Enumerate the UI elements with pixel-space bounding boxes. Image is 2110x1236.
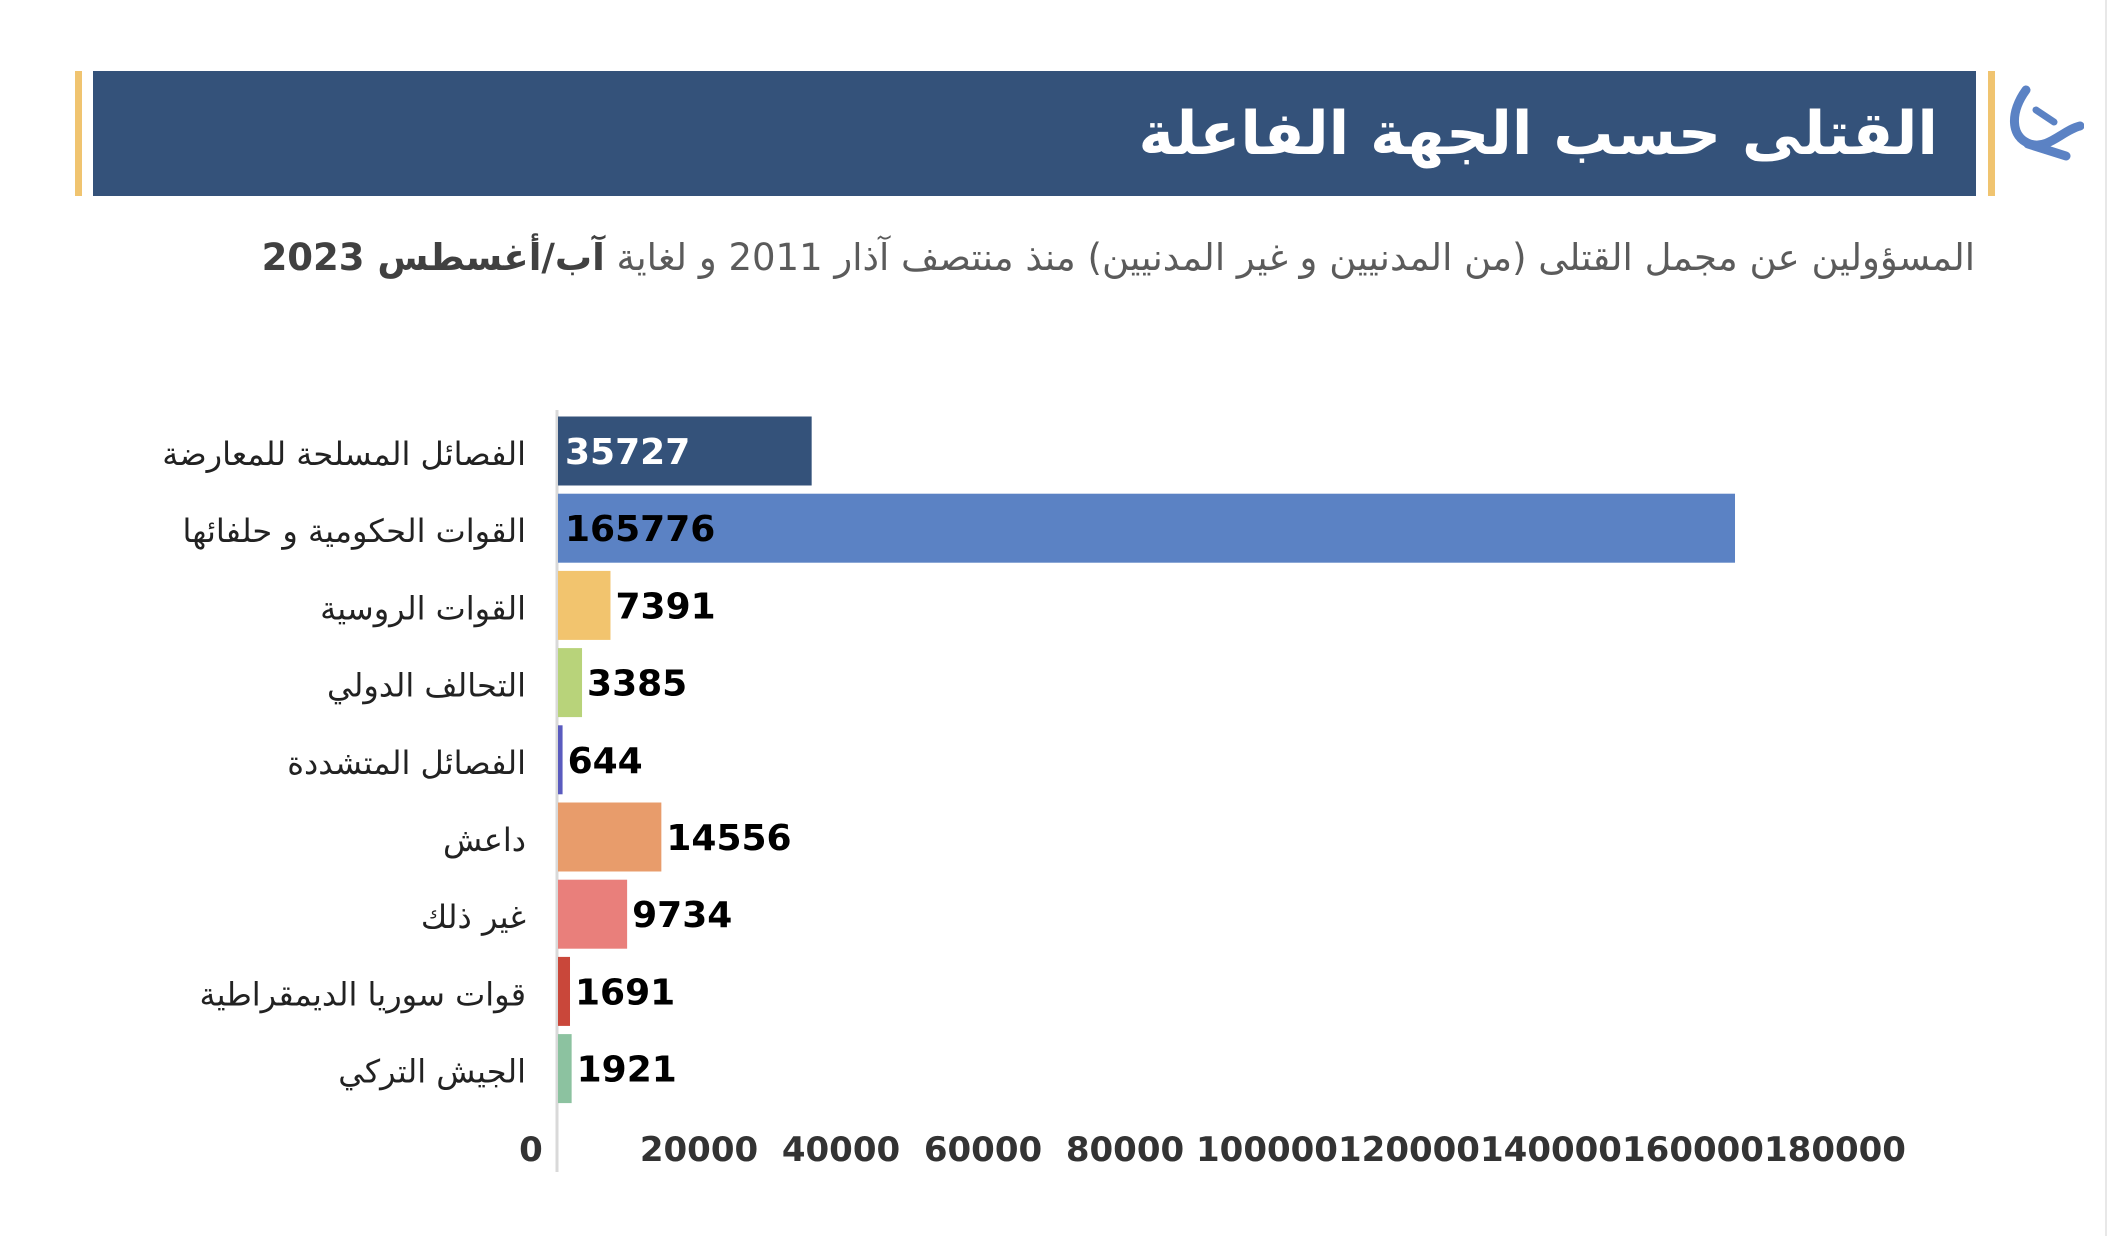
bar-8	[558, 956, 571, 1026]
x-tick-label-1: 0	[519, 1130, 543, 1170]
x-tick-label-3: 40000	[782, 1130, 900, 1170]
header-left-accent	[75, 71, 82, 196]
data-label-9: 1921	[577, 1050, 677, 1091]
x-tick-label-10: 180000	[1764, 1130, 1906, 1170]
x-tick-label-5: 80000	[1066, 1130, 1184, 1170]
data-label-2: 165776	[565, 509, 715, 550]
bar-5	[558, 725, 563, 795]
data-label-1: 35727	[565, 432, 690, 473]
bar-9	[558, 1034, 572, 1104]
x-tick-label-2: 20000	[640, 1130, 758, 1170]
brand-logo-icon	[2010, 85, 2084, 161]
subtitle-date: آب/أغسطس 2023	[261, 236, 605, 279]
category-label-7: غير ذلك	[421, 898, 526, 936]
category-label-3: القوات الروسية	[320, 589, 526, 627]
header-right-accent	[1988, 71, 1995, 196]
bar-2	[558, 493, 1736, 563]
data-label-4: 3385	[587, 664, 687, 705]
chart-subtitle: المسؤولين عن مجمل القتلى (من المدنيين و …	[170, 232, 1975, 284]
bar-7	[558, 879, 628, 949]
subtitle-text: المسؤولين عن مجمل القتلى (من المدنيين و …	[616, 236, 1975, 279]
x-tick-label-7: 120000	[1338, 1130, 1480, 1170]
x-tick-label-9: 160000	[1622, 1130, 1764, 1170]
category-label-5: الفصائل المتشددة	[287, 744, 526, 782]
category-label-8: قوات سوريا الديمقراطية	[200, 975, 527, 1013]
page-title: القتلى حسب الجهة الفاعلة	[1138, 98, 1938, 169]
data-label-7: 9734	[632, 895, 732, 936]
page-edge-line	[2105, 0, 2107, 1236]
bar-4	[558, 648, 583, 718]
category-label-9: الجيش التركي	[338, 1053, 526, 1091]
x-tick-label-6: 100000	[1196, 1130, 1338, 1170]
x-tick-label-8: 140000	[1480, 1130, 1622, 1170]
bar-6	[558, 802, 662, 872]
bar-3	[558, 570, 611, 640]
category-label-2: القوات الحكومية و حلفائها	[182, 512, 526, 550]
header-banner: القتلى حسب الجهة الفاعلة	[93, 71, 1976, 196]
category-label-6: داعش	[443, 821, 526, 859]
x-tick-label-4: 60000	[924, 1130, 1042, 1170]
category-label-4: التحالف الدولي	[327, 667, 526, 705]
data-label-5: 644	[568, 741, 643, 782]
category-label-1: الفصائل المسلحة للمعارضة	[162, 435, 526, 473]
data-label-8: 1691	[575, 972, 675, 1013]
data-label-3: 7391	[615, 586, 715, 627]
data-label-6: 14556	[666, 818, 791, 859]
bar-1	[558, 416, 812, 486]
